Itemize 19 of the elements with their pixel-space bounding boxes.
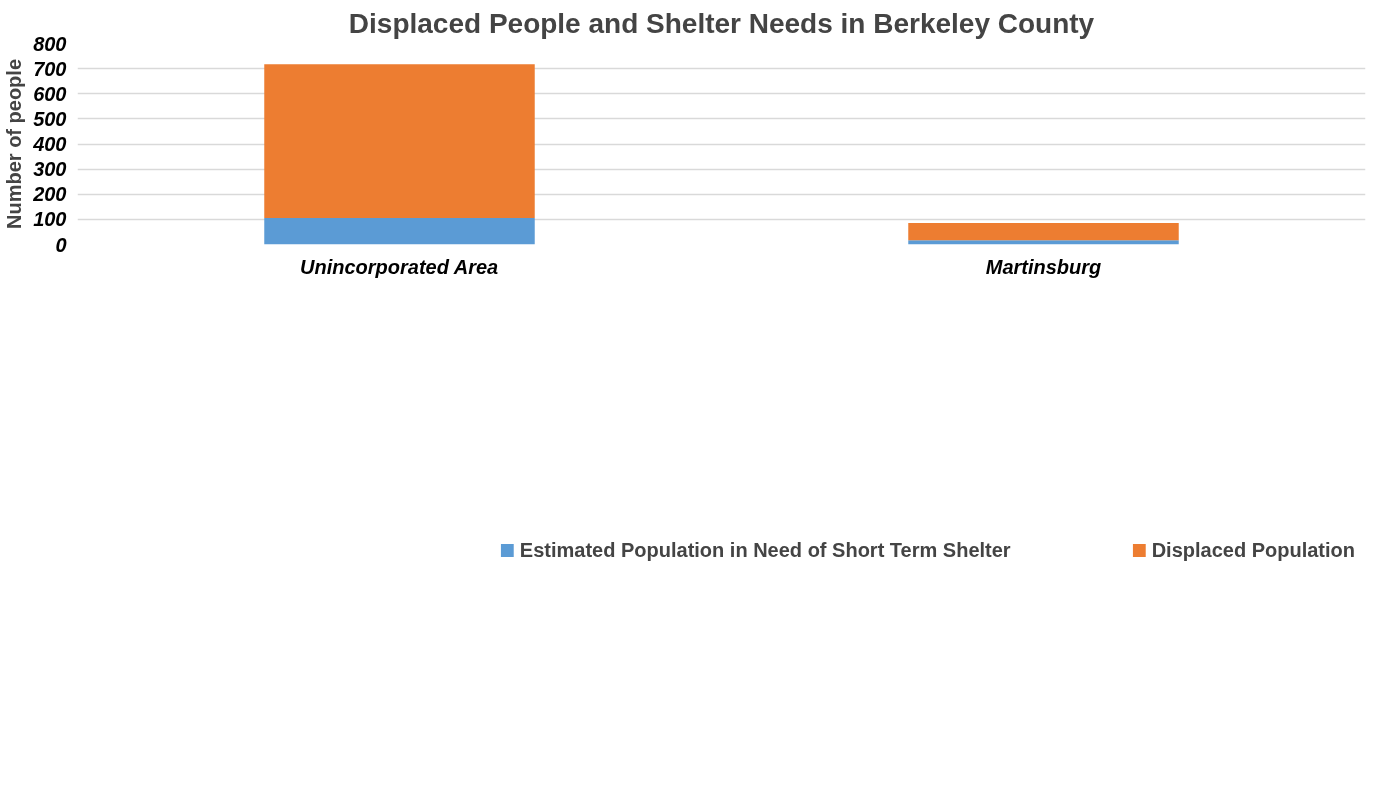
y-tick-label: 0	[55, 233, 67, 256]
y-tick-label: 400	[32, 133, 67, 155]
legend-label: Displaced Population	[1151, 538, 1355, 562]
y-tick-label: 100	[33, 208, 67, 231]
bar	[908, 240, 1179, 245]
y-tick-label: 200	[32, 183, 67, 206]
y-tick-label: 700	[33, 57, 67, 80]
y-tick-label: 600	[33, 82, 67, 105]
chart-title: Displaced People and Shelter Needs in Berkeley County	[348, 7, 1095, 39]
bar	[264, 218, 535, 245]
y-axis-title: Number of people	[3, 58, 26, 229]
x-tick-label: Unincorporated Area	[300, 255, 499, 278]
y-tick-label: 500	[33, 107, 67, 130]
bar	[908, 222, 1179, 241]
bar	[264, 64, 535, 219]
legend-label: Estimated Population in Need of Short Term Shelter	[519, 538, 1011, 562]
x-tick-label: Martinsburg	[985, 255, 1102, 278]
y-tick-label: 800	[33, 32, 67, 55]
y-tick-label: 300	[33, 158, 67, 181]
